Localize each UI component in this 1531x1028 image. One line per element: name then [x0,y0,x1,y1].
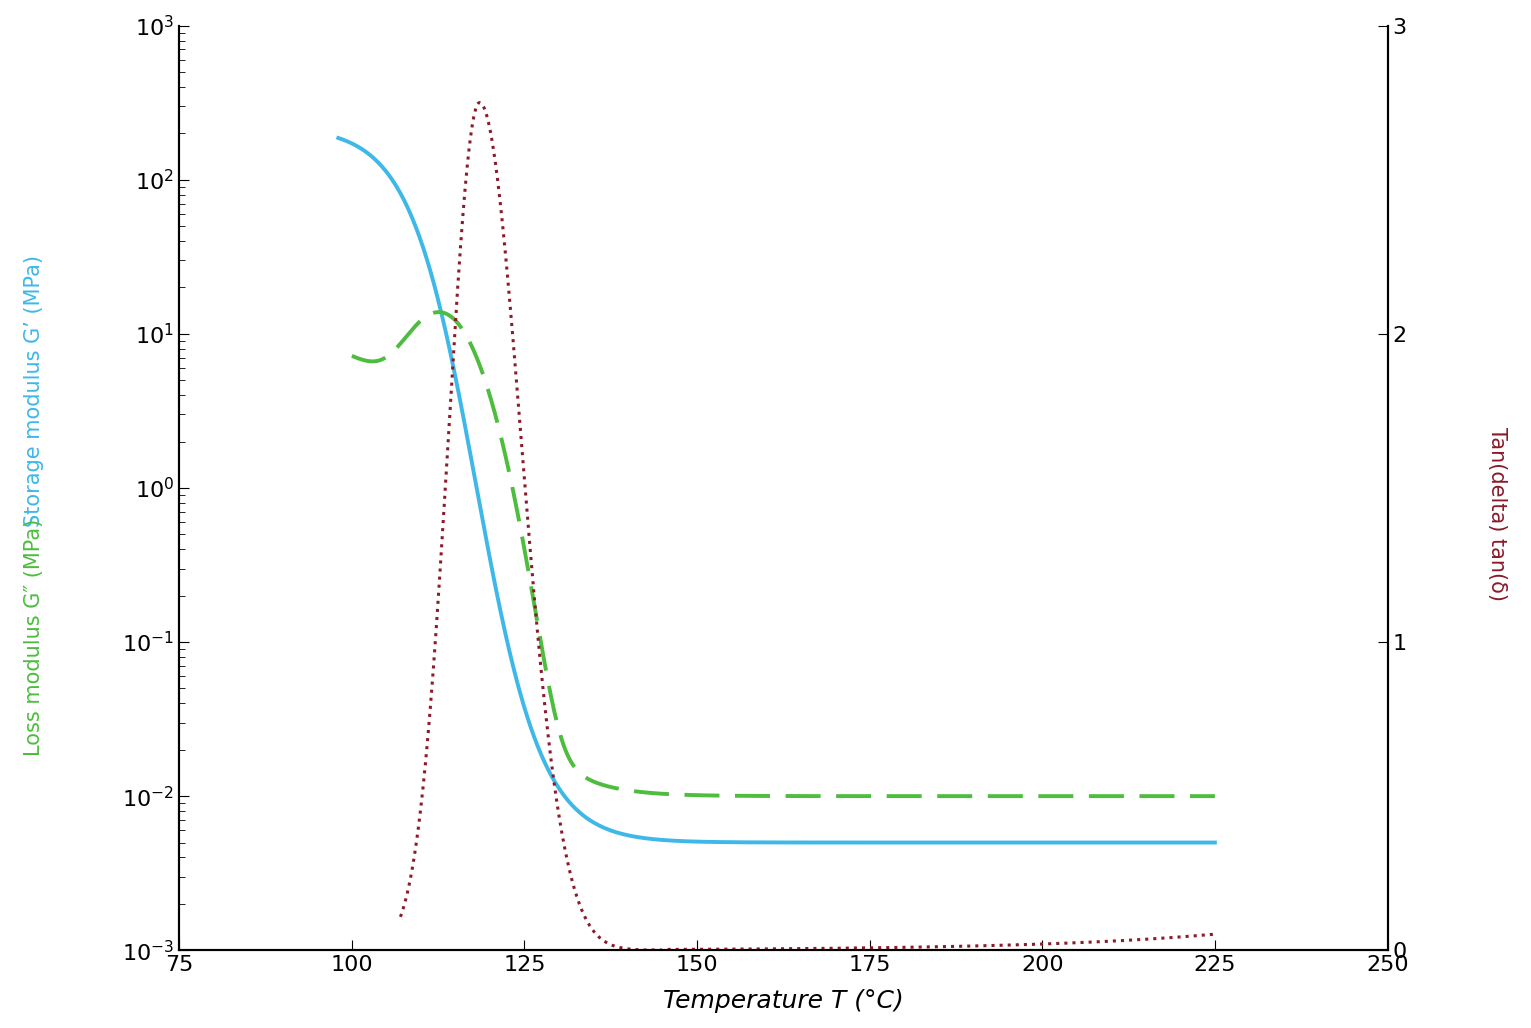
X-axis label: Temperature Τ (°C): Temperature Τ (°C) [663,989,903,1013]
Text: Loss modulus G″ (MPa): Loss modulus G″ (MPa) [23,519,44,756]
Text: Storage modulus G’ (MPa): Storage modulus G’ (MPa) [23,255,44,526]
Text: Tan(delta) tan(δ): Tan(delta) tan(δ) [1487,427,1508,601]
